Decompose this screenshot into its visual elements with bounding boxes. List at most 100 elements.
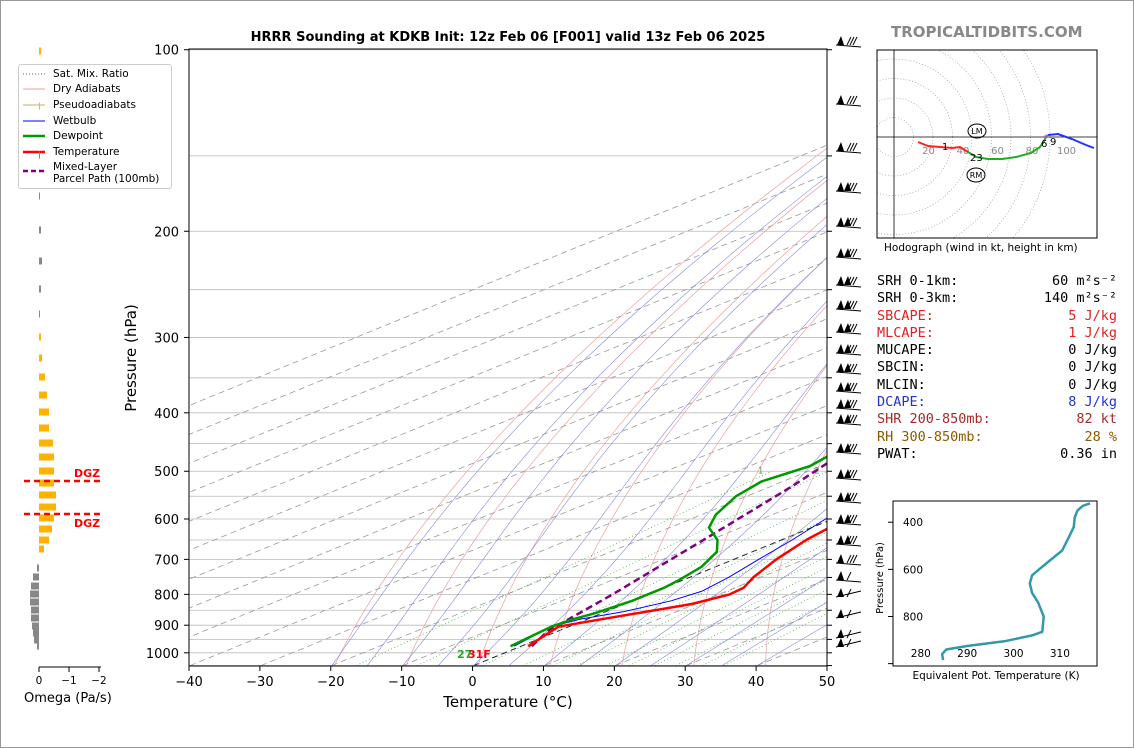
wind-barb bbox=[835, 443, 862, 455]
wind-barb bbox=[835, 344, 862, 356]
isotherm-line bbox=[544, 549, 827, 666]
legend-item-dry-adiabats: Dry Adiabats bbox=[23, 83, 121, 95]
hodograph-caption: Hodograph (wind in kt, height in km) bbox=[884, 242, 1078, 254]
stat-value: 0 J/kg bbox=[1068, 359, 1117, 376]
theta-e-x-tick-label: 280 bbox=[911, 648, 931, 660]
series-dewpoint bbox=[509, 455, 827, 648]
y-tick-label: 500 bbox=[154, 465, 179, 480]
omega-bar bbox=[39, 257, 42, 265]
y-axis-label: Pressure (hPa) bbox=[122, 304, 140, 412]
omega-bar bbox=[39, 102, 40, 110]
stat-label: MLCIN: bbox=[877, 376, 926, 393]
x-axis-label: Temperature (°C) bbox=[442, 693, 572, 711]
series-temperature bbox=[527, 527, 827, 648]
hodo-ring-label: 60 bbox=[991, 146, 1004, 157]
dry-adiabat bbox=[765, 449, 827, 666]
omega-bar bbox=[39, 439, 53, 447]
wind-barb bbox=[835, 469, 862, 481]
omega-bar bbox=[39, 333, 41, 341]
mixing-ratio-line bbox=[417, 471, 827, 666]
stat-label: RH 300-850mb: bbox=[877, 428, 983, 445]
wind-barb bbox=[835, 363, 862, 375]
wind-barb bbox=[835, 182, 862, 194]
stat-label: SBCAPE: bbox=[877, 307, 934, 324]
stat-row: MUCAPE: 0 J/kg bbox=[877, 342, 1117, 359]
stat-label: SRH 0-3km: bbox=[877, 290, 959, 307]
y-tick-label: 800 bbox=[154, 588, 179, 603]
legend-item-wetbulb: Wetbulb bbox=[23, 115, 97, 127]
stat-label: SBCIN: bbox=[877, 359, 926, 376]
theta-e-panel: 400 600 800 280 290 300 310 Pressure (hPa) Eq… bbox=[875, 500, 1098, 682]
pseudoadiabat bbox=[650, 547, 827, 666]
y-tick-label: 1000 bbox=[146, 647, 179, 662]
mixing-ratio-label: 1 bbox=[758, 466, 763, 476]
pseudoadiabat bbox=[544, 363, 827, 666]
dry-adiabat bbox=[405, 180, 827, 666]
stat-row: SBCIN: 0 J/kg bbox=[877, 359, 1117, 376]
stat-value: 28 % bbox=[1084, 428, 1117, 445]
legend-item-parcel-path: Mixed-Layer Parcel Path (100mb) bbox=[23, 161, 160, 185]
theta-e-x-label: Equivalent Pot. Temperature (K) bbox=[912, 670, 1079, 682]
legend-item-dewpoint: Dewpoint bbox=[23, 130, 103, 142]
stat-row: SRH 0-3km: 140 m²s⁻² bbox=[877, 290, 1117, 307]
omega-axis-label: Omega (Pa/s) bbox=[24, 691, 112, 706]
wind-barb bbox=[835, 36, 862, 48]
omega-bar bbox=[39, 373, 45, 381]
omega-bar bbox=[31, 582, 39, 590]
hodo-ring bbox=[1012, 50, 1051, 238]
x-tick-label: −10 bbox=[388, 675, 415, 690]
omega-bar bbox=[39, 503, 56, 511]
stat-row: PWAT: 0.36 in bbox=[877, 446, 1117, 463]
stat-label: DCAPE: bbox=[877, 394, 926, 411]
omega-bar bbox=[39, 354, 42, 362]
pseudoadiabat bbox=[721, 601, 827, 666]
omega-bar bbox=[34, 636, 39, 644]
svg-text:RM: RM bbox=[970, 171, 983, 180]
dry-adiabat bbox=[693, 364, 827, 666]
hodo-ring-label: 100 bbox=[1057, 146, 1076, 157]
omega-bar bbox=[39, 226, 41, 234]
x-tick-label: 40 bbox=[748, 675, 765, 690]
omega-bar bbox=[39, 467, 54, 475]
omega-bar bbox=[39, 453, 54, 461]
wind-barb bbox=[835, 323, 862, 335]
omega-bar bbox=[33, 629, 39, 637]
dgz-bottom-label: DGZ bbox=[74, 517, 100, 530]
stat-label: MLCAPE: bbox=[877, 324, 934, 341]
stat-value: 0 J/kg bbox=[1068, 342, 1117, 359]
omega-bar bbox=[37, 564, 39, 572]
omega-bar bbox=[39, 47, 41, 55]
stat-row: SHR 200-850mb: 82 kt bbox=[877, 411, 1117, 428]
omega-bar bbox=[39, 514, 54, 522]
chart-title: HRRR Sounding at KDKB Init: 12z Feb 06 [… bbox=[251, 30, 766, 45]
stat-label: MUCAPE: bbox=[877, 342, 934, 359]
legend-item-pseudoadiabats: Pseudoadiabats bbox=[23, 99, 136, 111]
omega-tick-label: 0 bbox=[36, 675, 43, 687]
isotherm-line bbox=[402, 491, 827, 666]
mixing-ratio-label: 30 bbox=[1074, 466, 1085, 476]
stat-value: 140 bbox=[1043, 290, 1069, 307]
hodo-height-9: 9 bbox=[1050, 137, 1056, 148]
theta-e-x-tick-label: 300 bbox=[1004, 648, 1024, 660]
y-tick-label: 100 bbox=[154, 44, 179, 59]
omega-bar bbox=[33, 573, 39, 581]
isotherm-line bbox=[189, 318, 827, 580]
omega-bar bbox=[37, 642, 39, 650]
y-tick-label: 300 bbox=[154, 331, 179, 346]
dry-adiabat bbox=[334, 147, 827, 666]
omega-bar bbox=[31, 606, 39, 614]
wind-barb bbox=[835, 571, 862, 583]
stat-value: 82 kt bbox=[1076, 411, 1117, 428]
isotherm-line bbox=[189, 231, 827, 493]
hodo-height-1: 1 bbox=[942, 142, 948, 153]
omega-bar bbox=[39, 525, 52, 533]
wind-barb bbox=[835, 514, 862, 526]
y-tick-label: 900 bbox=[154, 619, 179, 634]
x-tick-label: −20 bbox=[317, 675, 344, 690]
wind-barb bbox=[835, 248, 862, 260]
stat-value: 60 bbox=[1051, 273, 1069, 289]
pseudoadiabat bbox=[686, 576, 827, 666]
legend-item-temperature: Temperature bbox=[23, 146, 120, 158]
stat-row: RH 300-850mb: 28 % bbox=[877, 429, 1117, 446]
